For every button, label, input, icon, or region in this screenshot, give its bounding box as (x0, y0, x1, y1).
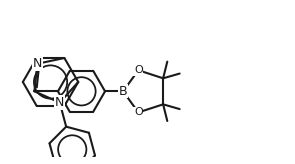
Text: O: O (134, 65, 143, 75)
Text: N: N (55, 96, 64, 109)
Text: O: O (134, 107, 143, 117)
Text: B: B (119, 85, 127, 98)
Text: N: N (33, 57, 42, 70)
